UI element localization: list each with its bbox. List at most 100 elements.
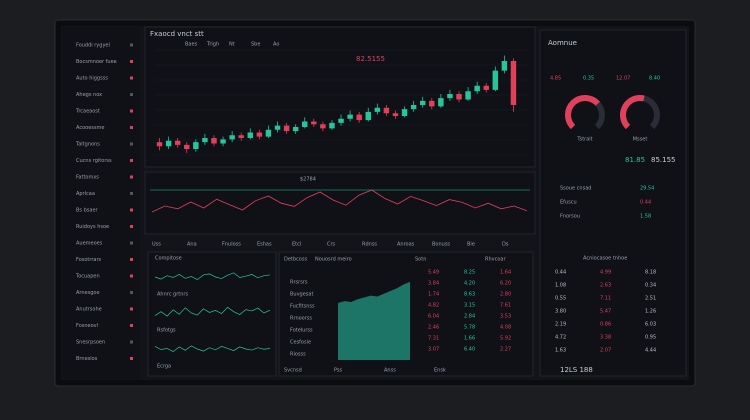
candle-body <box>392 113 399 116</box>
candle-body <box>429 100 435 107</box>
tab[interactable]: Nt <box>229 42 235 48</box>
sidebar-dot <box>130 340 133 344</box>
toolbar-item[interactable]: Anroas <box>397 242 415 248</box>
toolbar-item[interactable]: Ana <box>187 242 197 248</box>
ob-cell: 6.20 <box>500 281 511 287</box>
sidebar-dot <box>130 159 133 162</box>
candle-body <box>256 132 263 137</box>
ob-cell: 8.63 <box>464 292 475 298</box>
ob-footer[interactable]: Ensk <box>434 368 446 374</box>
sidebar-item[interactable]: Trcaeaost <box>75 109 100 115</box>
volume-label: $2784 <box>300 177 316 183</box>
toolbar-item[interactable]: Fnuloss <box>222 242 241 248</box>
sidebar-item[interactable]: Ahegs nox <box>76 92 102 98</box>
candle-body <box>329 122 335 129</box>
toolbar-item[interactable]: Bie <box>467 242 475 248</box>
sidebar-item[interactable]: Brneslos <box>76 356 98 362</box>
tab[interactable]: Trigh <box>206 42 219 48</box>
sidebar-item[interactable]: Bocsmnoer fuee <box>76 59 117 65</box>
toolbar-item[interactable]: Bonuss <box>432 242 450 248</box>
ob-cell: 6.04 <box>428 314 439 320</box>
sidebar-item[interactable]: Bs bsaer <box>76 208 99 214</box>
candle-body <box>447 94 453 99</box>
sidebar-dot <box>130 307 133 311</box>
stat: 8.40 <box>649 76 660 82</box>
candle-body <box>338 118 344 123</box>
sidebar-dot <box>130 241 133 245</box>
sidebar-item[interactable]: Arnesgoe <box>76 290 100 296</box>
ob-cell: 1.74 <box>428 292 439 298</box>
sidebar-dot <box>130 274 133 278</box>
gauge-label: Tstrait <box>576 137 592 143</box>
candle-body <box>401 109 408 116</box>
sidebar-item[interactable]: Auemeoes <box>76 241 103 247</box>
sidebar-item[interactable]: Ruidoys hsoe <box>76 224 109 230</box>
candle-body <box>501 61 508 71</box>
sidebar-item[interactable]: Acooessme <box>76 125 104 131</box>
sidebar-item[interactable]: Fosneovl <box>76 323 98 329</box>
table-cell: 4.72 <box>555 335 566 341</box>
sidebar-item[interactable]: Anutrsohe <box>76 307 102 313</box>
candle-body <box>419 100 426 105</box>
sidebar <box>62 27 140 379</box>
price-label: 82.5155 <box>356 55 385 63</box>
sidebar-dot <box>130 324 133 327</box>
tab[interactable]: Ao <box>273 42 279 48</box>
right-panel <box>539 29 687 377</box>
mini-panel <box>147 251 277 377</box>
mini-label: Ahnrc grtnrs <box>157 292 188 298</box>
table-cell: 4.44 <box>645 348 656 354</box>
candle-body <box>184 144 190 149</box>
stat: 12.07 <box>616 76 630 82</box>
mini-line <box>154 272 271 281</box>
tab[interactable]: Baes <box>185 42 198 48</box>
tab[interactable]: Sbe <box>251 42 260 48</box>
ob-cell: 7.31 <box>428 336 439 342</box>
table-cell: 8.18 <box>645 270 656 276</box>
volume-line <box>151 189 528 213</box>
sidebar-item[interactable]: Cucns rgitorss <box>76 158 112 164</box>
ob-cell: 5.78 <box>464 325 475 331</box>
table-cell: 3.80 <box>555 309 566 315</box>
candle-body <box>193 142 199 149</box>
toolbar-item[interactable]: Crs <box>327 242 336 248</box>
candle-body <box>492 70 499 90</box>
table-cell: 0.95 <box>645 335 656 341</box>
ob-footer[interactable]: Anss <box>384 368 396 374</box>
ob-footer[interactable]: Svcnsd <box>284 368 302 374</box>
table-cell: 7.11 <box>600 296 611 302</box>
candle-body <box>320 124 326 129</box>
toolbar-item[interactable]: Etcl <box>292 242 301 248</box>
candle-body <box>383 107 390 114</box>
candle-body <box>365 111 371 121</box>
mini-title: Compitose <box>155 256 182 262</box>
sidebar-item[interactable]: Tocuapen <box>75 274 100 280</box>
mini-line <box>154 345 271 353</box>
ob-cell: 1.64 <box>500 270 511 276</box>
sidebar-item[interactable]: Taltgnons <box>75 142 100 148</box>
gauge-label: Msset <box>633 137 648 143</box>
candle-body <box>311 121 317 125</box>
ob-cell: 3.15 <box>464 303 475 309</box>
toolbar-item[interactable]: Uss <box>152 242 161 248</box>
ob-cell: 4.08 <box>500 325 511 331</box>
candle-body <box>374 107 381 112</box>
toolbar-item[interactable]: Rdnss <box>362 242 377 248</box>
sidebar-item[interactable]: Fouddi rygyel <box>76 43 110 49</box>
sidebar-item[interactable]: Aprlcaa <box>76 191 95 197</box>
sidebar-item[interactable]: Snesrpsoen <box>76 340 105 346</box>
sidebar-item[interactable]: Fosotrrars <box>76 257 102 263</box>
sidebar-item[interactable]: Fattomxs <box>76 175 99 181</box>
ob-footer[interactable]: Pss <box>334 368 343 374</box>
toolbar-item[interactable]: Ds <box>502 242 509 248</box>
candle-body <box>465 91 471 100</box>
ob-cell: 3.07 <box>428 347 439 353</box>
toolbar-item[interactable]: Eshas <box>257 242 272 248</box>
table-cell: 6.03 <box>645 322 656 328</box>
sidebar-item[interactable]: Auto higgsss <box>76 76 108 82</box>
table-cell: 4.99 <box>600 270 611 276</box>
ob-cell: 6.40 <box>464 347 475 353</box>
mini-line <box>154 306 271 317</box>
ob-header: Rhvcoar <box>485 257 506 263</box>
